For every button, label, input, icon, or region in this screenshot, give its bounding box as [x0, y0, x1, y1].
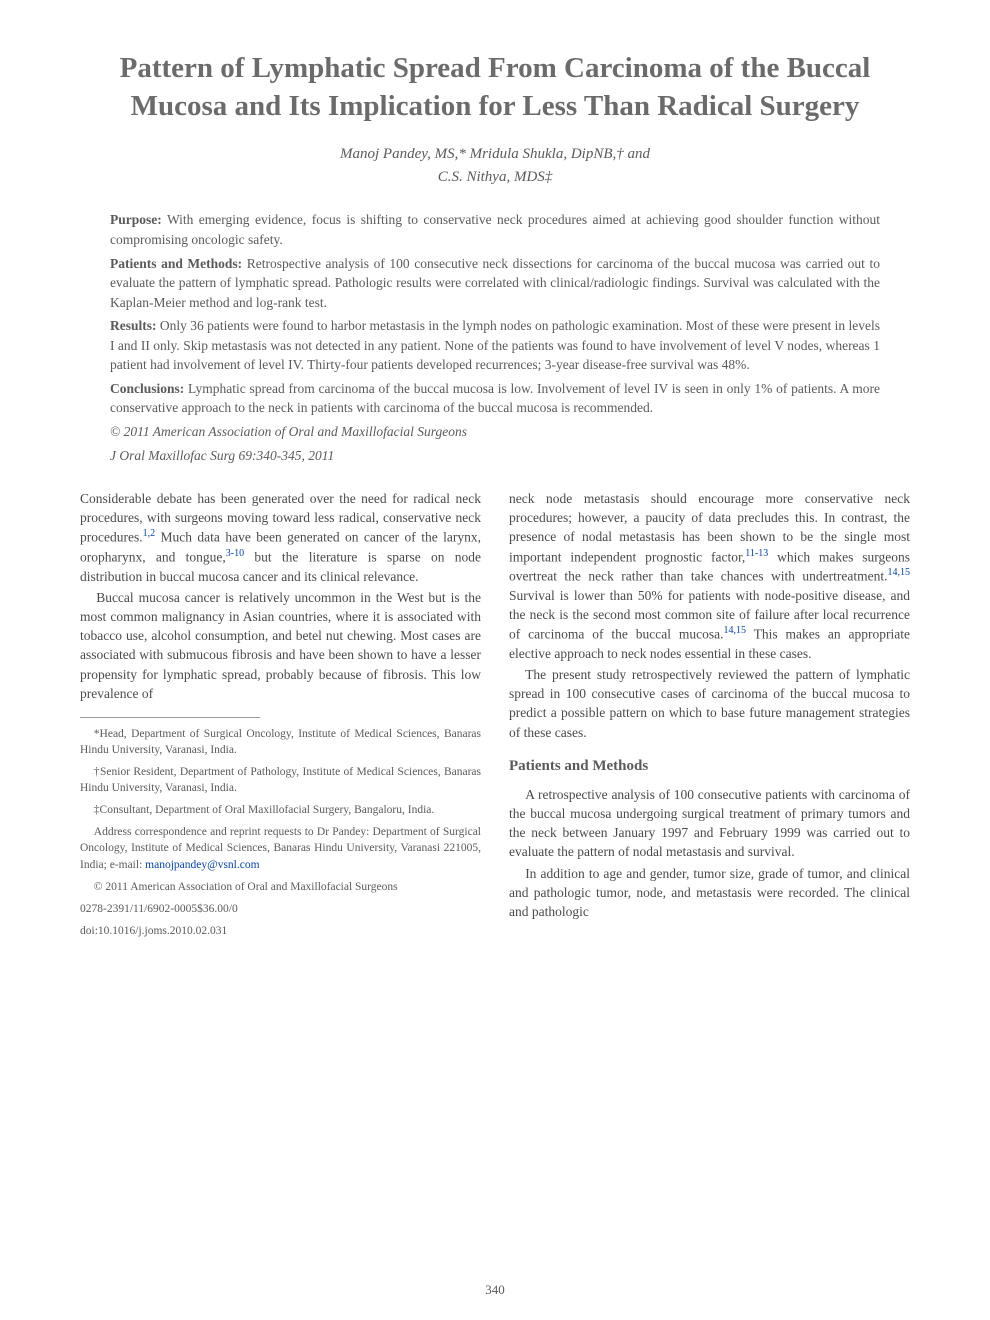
ref-link-2[interactable]: 3-10 — [226, 548, 244, 559]
abstract-methods: Patients and Methods: Retrospective anal… — [110, 254, 880, 313]
page-number: 340 — [485, 1282, 505, 1298]
ref-link-4[interactable]: 14,15 — [888, 567, 911, 578]
conclusions-text: Lymphatic spread from carcinoma of the b… — [110, 381, 880, 416]
right-para-1: neck node metastasis should encourage mo… — [509, 489, 910, 663]
purpose-text: With emerging evidence, focus is shiftin… — [110, 212, 880, 247]
abstract-copyright: © 2011 American Association of Oral and … — [110, 422, 880, 442]
right-para-3: A retrospective analysis of 100 consecut… — [509, 785, 910, 862]
footnote-7: doi:10.1016/j.joms.2010.02.031 — [80, 923, 481, 939]
abstract-results: Results: Only 36 patients were found to … — [110, 316, 880, 375]
authors-block: Manoj Pandey, MS,* Mridula Shukla, DipNB… — [80, 143, 910, 188]
purpose-label: Purpose: — [110, 212, 162, 227]
right-para-2: The present study retrospectively review… — [509, 665, 910, 742]
ref-link-5[interactable]: 14,15 — [723, 625, 746, 636]
ref-link-3[interactable]: 11-13 — [745, 548, 768, 559]
footnote-6: 0278-2391/11/6902-0005$36.00/0 — [80, 901, 481, 917]
left-para-2: Buccal mucosa cancer is relatively uncom… — [80, 588, 481, 703]
section-heading-methods: Patients and Methods — [509, 756, 910, 777]
footnote-4-text: Address correspondence and reprint reque… — [80, 826, 481, 870]
footnote-4: Address correspondence and reprint reque… — [80, 824, 481, 872]
footnotes-block: *Head, Department of Surgical Oncology, … — [80, 726, 481, 939]
abstract-purpose: Purpose: With emerging evidence, focus i… — [110, 210, 880, 249]
left-column: Considerable debate has been generated o… — [80, 489, 481, 945]
right-column: neck node metastasis should encourage mo… — [509, 489, 910, 945]
authors-line-1: Manoj Pandey, MS,* Mridula Shukla, DipNB… — [80, 143, 910, 166]
article-title: Pattern of Lymphatic Spread From Carcino… — [80, 50, 910, 125]
footnote-rule — [80, 717, 260, 718]
footnote-3: ‡Consultant, Department of Oral Maxillof… — [80, 802, 481, 818]
methods-label: Patients and Methods: — [110, 256, 242, 271]
left-para-1: Considerable debate has been generated o… — [80, 489, 481, 586]
footnote-5: © 2011 American Association of Oral and … — [80, 879, 481, 895]
body-columns: Considerable debate has been generated o… — [80, 489, 910, 945]
abstract-citation: J Oral Maxillofac Surg 69:340-345, 2011 — [110, 446, 880, 466]
footnote-2: †Senior Resident, Department of Patholog… — [80, 764, 481, 796]
ref-link-1[interactable]: 1,2 — [143, 528, 156, 539]
authors-line-2: C.S. Nithya, MDS‡ — [80, 166, 910, 189]
footnote-1: *Head, Department of Surgical Oncology, … — [80, 726, 481, 758]
abstract-block: Purpose: With emerging evidence, focus i… — [110, 210, 880, 465]
correspondence-email[interactable]: manojpandey@vsnl.com — [145, 859, 259, 871]
results-label: Results: — [110, 318, 157, 333]
results-text: Only 36 patients were found to harbor me… — [110, 318, 880, 372]
right-para-4: In addition to age and gender, tumor siz… — [509, 864, 910, 921]
abstract-conclusions: Conclusions: Lymphatic spread from carci… — [110, 379, 880, 418]
conclusions-label: Conclusions: — [110, 381, 184, 396]
